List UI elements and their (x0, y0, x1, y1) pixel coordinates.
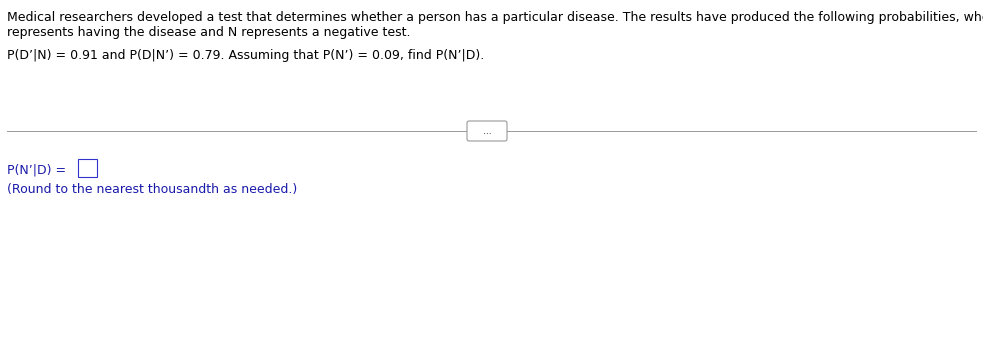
Text: Medical researchers developed a test that determines whether a person has a part: Medical researchers developed a test tha… (7, 11, 983, 24)
FancyBboxPatch shape (78, 159, 96, 176)
Text: represents having the disease and N represents a negative test.: represents having the disease and N repr… (7, 26, 411, 39)
Text: P(N’|D) =: P(N’|D) = (7, 163, 66, 176)
Text: (Round to the nearest thousandth as needed.): (Round to the nearest thousandth as need… (7, 183, 297, 196)
FancyBboxPatch shape (467, 121, 507, 141)
Text: P(D’|N) = 0.91 and P(D|N’) = 0.79. Assuming that P(N’) = 0.09, find P(N’|D).: P(D’|N) = 0.91 and P(D|N’) = 0.79. Assum… (7, 49, 485, 62)
Text: ...: ... (483, 126, 492, 135)
